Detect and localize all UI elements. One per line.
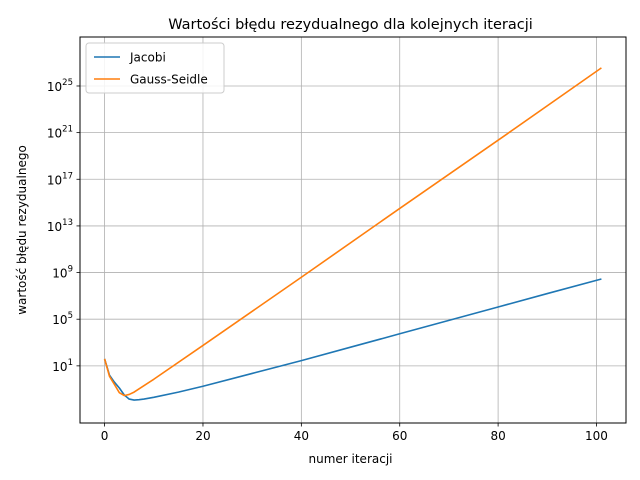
- x-tick-label: 20: [195, 429, 210, 443]
- y-tick-label: 1021: [47, 125, 73, 141]
- y-tick-label: 101: [52, 358, 73, 374]
- series-line-jacobi: [103, 278, 602, 401]
- chart-title: Wartości błędu rezydualnego dla kolejnyc…: [168, 17, 533, 33]
- legend-label: Jacobi: [129, 51, 166, 65]
- legend-label: Gauss-Seidle: [130, 73, 208, 87]
- plot-frame: [79, 36, 627, 424]
- legend-box: [85, 42, 225, 94]
- y-tick-label: 1013: [47, 218, 73, 234]
- ticks: 0 20 40 60 80 100 101 105 109 1013 1017 1021 1025: [47, 78, 608, 443]
- x-tick-label: 100: [585, 429, 608, 443]
- grid: [80, 37, 626, 423]
- series-line-gauss-seidle: [103, 67, 602, 397]
- y-tick-label: 105: [52, 311, 73, 327]
- y-tick-label: 109: [52, 265, 73, 281]
- y-tick-label: 1017: [47, 171, 73, 187]
- x-tick-label: 40: [294, 429, 309, 443]
- y-axis-label: wartość błędu rezydualnego: [15, 145, 29, 315]
- legend: Jacobi Gauss-Seidle: [85, 42, 225, 94]
- y-tick-label: 1025: [47, 78, 73, 94]
- x-tick-label: 0: [101, 429, 109, 443]
- x-tick-label: 80: [490, 429, 505, 443]
- x-tick-label: 60: [392, 429, 407, 443]
- series-lines: [103, 67, 602, 401]
- x-axis-label: numer iteracji: [308, 452, 392, 466]
